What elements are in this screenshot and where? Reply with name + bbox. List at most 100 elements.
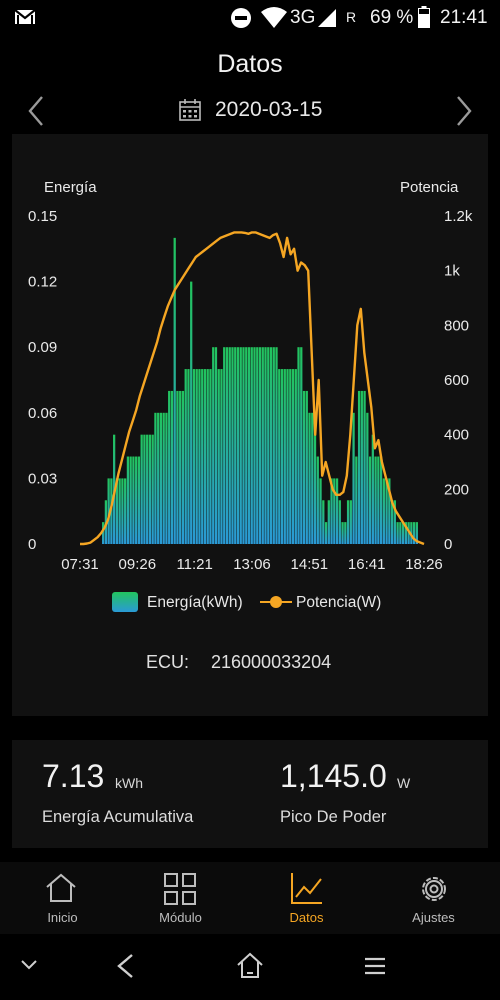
calendar-icon[interactable] bbox=[178, 98, 202, 122]
energy-bar bbox=[363, 390, 366, 544]
energy-bar bbox=[300, 347, 303, 544]
tab-inicio[interactable]: Inicio bbox=[0, 862, 125, 934]
energy-bar bbox=[333, 478, 336, 544]
energy-bar bbox=[360, 390, 363, 544]
energy-bar bbox=[209, 369, 212, 544]
right-axis-tick: 200 bbox=[444, 481, 469, 498]
chevron-left-icon[interactable] bbox=[26, 95, 46, 127]
energy-bar bbox=[313, 434, 317, 544]
energy-bar bbox=[379, 456, 383, 544]
energy-bar bbox=[355, 456, 358, 544]
tab-datos[interactable]: Datos bbox=[244, 862, 369, 934]
energy-bar bbox=[305, 390, 308, 544]
x-axis-tick: 07:31 bbox=[61, 556, 99, 573]
chevron-right-icon[interactable] bbox=[454, 95, 474, 127]
energy-bar bbox=[154, 412, 157, 544]
energy-bar bbox=[223, 347, 226, 544]
energy-bar bbox=[168, 390, 171, 544]
energy-bar bbox=[165, 412, 168, 544]
left-axis-tick: 0.09 bbox=[28, 339, 57, 356]
energy-bar bbox=[184, 369, 187, 544]
energy-bar bbox=[250, 347, 253, 544]
tab-ajustes[interactable]: Ajustes bbox=[371, 862, 496, 934]
energy-bar bbox=[102, 522, 105, 544]
tab-modulo[interactable]: Módulo bbox=[118, 862, 243, 934]
back-icon[interactable] bbox=[114, 953, 136, 979]
energy-power-chart: 0 0.03 0.06 0.09 0.12 0.15 0 200 400 600 800 1k 1.2k… bbox=[28, 208, 473, 573]
energy-bar bbox=[346, 500, 350, 544]
energy-total-unit: kWh bbox=[115, 775, 143, 791]
energy-bar bbox=[192, 369, 196, 544]
energy-bar bbox=[324, 522, 328, 544]
energy-bar bbox=[390, 500, 394, 544]
status-bar: 3G R 69 % 21:41 bbox=[0, 0, 500, 36]
energy-bar bbox=[198, 369, 201, 544]
energy-bar bbox=[201, 369, 204, 544]
tab-label: Datos bbox=[289, 910, 324, 925]
energy-bar bbox=[385, 478, 388, 544]
energy-bar bbox=[371, 434, 374, 544]
wifi-icon bbox=[261, 7, 287, 28]
energy-bar bbox=[327, 500, 330, 544]
home-outline-icon[interactable] bbox=[236, 951, 264, 979]
energy-bar bbox=[388, 478, 391, 544]
energy-bar bbox=[107, 478, 110, 544]
chevron-down-icon[interactable] bbox=[20, 959, 38, 971]
page-title: Datos bbox=[217, 50, 283, 78]
battery-icon bbox=[418, 6, 430, 28]
selected-date[interactable]: 2020-03-15 bbox=[215, 98, 323, 121]
energy-bar bbox=[239, 347, 242, 544]
energy-bar bbox=[338, 500, 341, 544]
energy-bar bbox=[176, 390, 179, 544]
x-axis-tick: 14:51 bbox=[291, 556, 329, 573]
energy-bar bbox=[366, 412, 369, 544]
energy-bar bbox=[349, 500, 352, 544]
right-axis-tick: 0 bbox=[444, 536, 452, 553]
energy-bar bbox=[302, 390, 306, 544]
x-axis-tick: 16:41 bbox=[348, 556, 386, 573]
energy-bar bbox=[228, 347, 231, 544]
left-axis-tick: 0 bbox=[28, 536, 36, 553]
legend-power-marker bbox=[260, 596, 292, 608]
left-axis-tick: 0.03 bbox=[28, 470, 57, 487]
energy-bar bbox=[286, 369, 289, 544]
energy-bar bbox=[162, 412, 165, 544]
menu-icon[interactable] bbox=[364, 955, 386, 977]
energy-bar bbox=[341, 522, 344, 544]
energy-bar bbox=[159, 412, 163, 544]
energy-bar bbox=[236, 347, 240, 544]
energy-bar bbox=[322, 500, 325, 544]
energy-bar bbox=[399, 522, 402, 544]
energy-bar bbox=[220, 369, 223, 544]
peak-power-label: Pico De Poder bbox=[280, 808, 387, 826]
energy-total-value: 7.13 bbox=[42, 758, 105, 794]
energy-bar bbox=[225, 347, 229, 544]
energy-bar bbox=[245, 347, 248, 544]
power-line bbox=[80, 231, 425, 546]
energy-bar bbox=[129, 456, 132, 544]
energy-bar bbox=[143, 434, 146, 544]
energy-bar bbox=[319, 478, 322, 544]
energy-bar bbox=[344, 522, 347, 544]
energy-bar bbox=[393, 500, 396, 544]
legend-energy-swatch bbox=[112, 592, 138, 612]
energy-total-label: Energía Acumulativa bbox=[42, 808, 194, 826]
energy-bar bbox=[374, 456, 377, 544]
energy-bar bbox=[115, 478, 119, 544]
legend-power-label: Potencia(W) bbox=[296, 594, 382, 611]
energy-bar bbox=[132, 456, 135, 544]
signal-icon bbox=[318, 9, 336, 27]
energy-bar bbox=[214, 347, 218, 544]
energy-bar bbox=[404, 522, 407, 544]
energy-bar bbox=[121, 478, 124, 544]
energy-bar bbox=[272, 347, 275, 544]
energy-bar bbox=[330, 478, 333, 544]
energy-bar bbox=[412, 522, 416, 544]
battery-percent: 69 % bbox=[370, 7, 414, 28]
energy-bar bbox=[311, 412, 314, 544]
ecu-label: ECU: bbox=[146, 652, 190, 672]
gmail-icon bbox=[14, 9, 36, 24]
energy-bar bbox=[135, 456, 138, 544]
do-not-disturb-icon bbox=[231, 8, 251, 28]
energy-bar bbox=[267, 347, 270, 544]
